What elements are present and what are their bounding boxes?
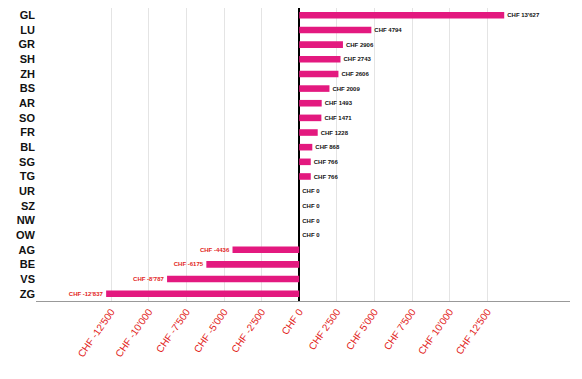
svg-text:CHF 4794: CHF 4794 (374, 27, 402, 33)
svg-text:CHF 766: CHF 766 (314, 174, 339, 180)
svg-text:GR: GR (19, 38, 36, 50)
svg-text:CHF -8'787: CHF -8'787 (133, 276, 164, 282)
svg-text:CHF -6175: CHF -6175 (174, 261, 204, 267)
svg-text:CHF 2906: CHF 2906 (346, 42, 374, 48)
svg-text:CHF 1228: CHF 1228 (321, 130, 349, 136)
svg-text:CHF 0: CHF 0 (302, 232, 320, 238)
svg-text:CHF 868: CHF 868 (315, 144, 340, 150)
svg-text:CHF 13'627: CHF 13'627 (507, 12, 540, 18)
svg-text:CHF -5'000: CHF -5'000 (192, 306, 230, 354)
svg-text:CHF 7'500: CHF 7'500 (382, 306, 418, 352)
svg-text:CHF -7'500: CHF -7'500 (154, 306, 192, 354)
svg-text:CHF -12'500: CHF -12'500 (76, 306, 118, 359)
svg-text:BS: BS (20, 82, 35, 94)
svg-text:CHF 2'500: CHF 2'500 (306, 306, 342, 352)
svg-text:AR: AR (19, 97, 35, 109)
svg-text:BE: BE (20, 258, 35, 270)
svg-text:ZH: ZH (20, 68, 35, 80)
svg-text:CHF 2743: CHF 2743 (344, 56, 372, 62)
svg-text:CHF 10'000: CHF 10'000 (416, 306, 456, 356)
svg-text:CHF 766: CHF 766 (314, 159, 339, 165)
svg-text:CHF 1471: CHF 1471 (324, 115, 352, 121)
svg-text:CHF 0: CHF 0 (302, 203, 320, 209)
svg-text:SO: SO (19, 112, 35, 124)
svg-text:SZ: SZ (21, 200, 35, 212)
svg-text:CHF 1493: CHF 1493 (325, 100, 353, 106)
svg-text:CHF -2'500: CHF -2'500 (229, 306, 267, 354)
svg-text:FR: FR (20, 126, 35, 138)
svg-text:CHF -4436: CHF -4436 (200, 247, 230, 253)
svg-text:CHF 0: CHF 0 (302, 218, 320, 224)
svg-text:OW: OW (16, 229, 36, 241)
svg-text:VS: VS (20, 273, 35, 285)
svg-text:GL: GL (20, 9, 36, 21)
svg-text:CHF -10'000: CHF -10'000 (113, 306, 155, 359)
svg-text:CHF 5'000: CHF 5'000 (344, 306, 380, 352)
svg-text:CHF 2606: CHF 2606 (341, 71, 369, 77)
svg-text:CHF -12'837: CHF -12'837 (69, 291, 104, 297)
svg-text:CHF 2009: CHF 2009 (332, 86, 360, 92)
svg-text:BL: BL (20, 141, 35, 153)
svg-text:CHF 0: CHF 0 (302, 188, 320, 194)
svg-text:ZG: ZG (20, 288, 35, 300)
svg-text:UR: UR (19, 185, 35, 197)
svg-text:TG: TG (20, 170, 35, 182)
svg-text:CHF 0: CHF 0 (279, 306, 305, 336)
svg-text:SH: SH (20, 53, 35, 65)
svg-text:NW: NW (17, 214, 36, 226)
svg-text:SG: SG (19, 156, 35, 168)
svg-text:CHF 12'500: CHF 12'500 (454, 306, 494, 356)
svg-text:AG: AG (19, 244, 36, 256)
svg-text:LU: LU (20, 24, 35, 36)
